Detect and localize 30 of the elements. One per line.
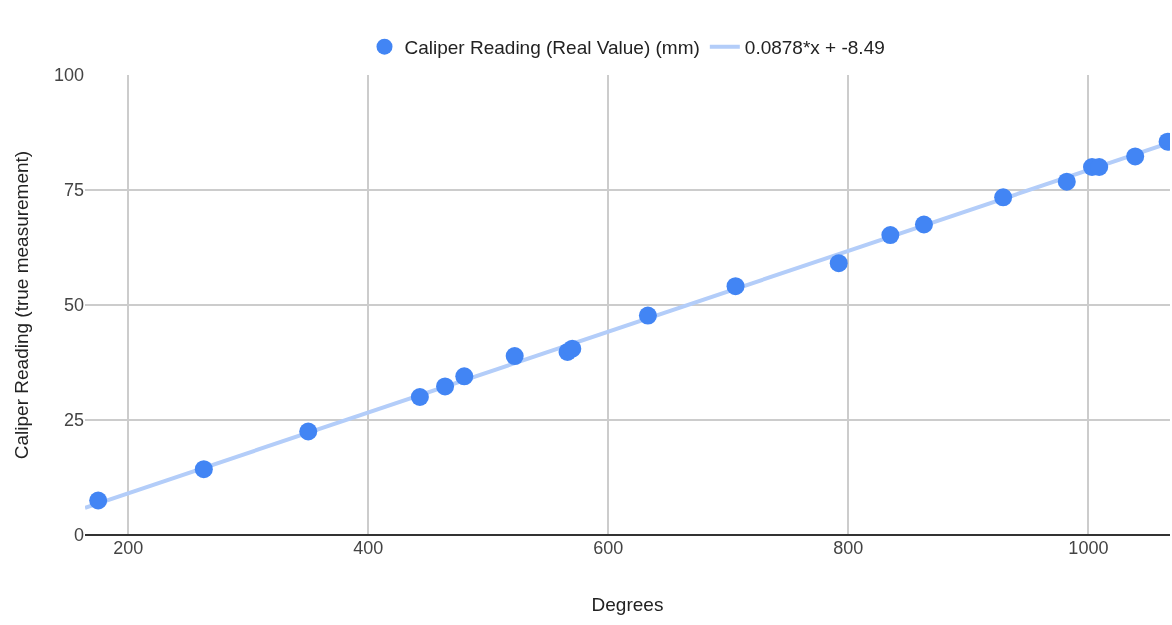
point [563,339,582,358]
point [455,367,474,386]
point [829,254,848,273]
legend-label: 0.0878*x + -8.49 [744,37,885,59]
x-tick-label: 1000 [1068,538,1109,558]
y-tick-label: 0 [73,525,84,546]
point [1057,172,1076,191]
point [299,422,318,441]
y-tick-label: 75 [63,180,84,201]
point [638,306,657,325]
point [726,277,745,296]
point [994,188,1013,207]
x-tick-label: 800 [833,538,864,558]
point [436,377,455,396]
x-axis-title: Degrees [591,593,664,615]
point [505,347,524,366]
point [89,491,108,510]
point [194,460,213,479]
x-tick-label: 400 [353,538,384,558]
y-tick-label: 50 [63,295,84,316]
y-axis-title: Caliper Reading (true measurement) [10,150,32,460]
x-tick-label: 600 [593,538,624,558]
point [1126,147,1145,166]
x-tick-label: 200 [113,538,144,558]
point [914,215,933,234]
point [410,388,429,406]
y-tick-label: 100 [53,65,84,86]
y-tick-label: 25 [63,410,84,431]
point [881,226,900,245]
legend-label: Caliper Reading (Real Value) (mm) [404,37,700,59]
